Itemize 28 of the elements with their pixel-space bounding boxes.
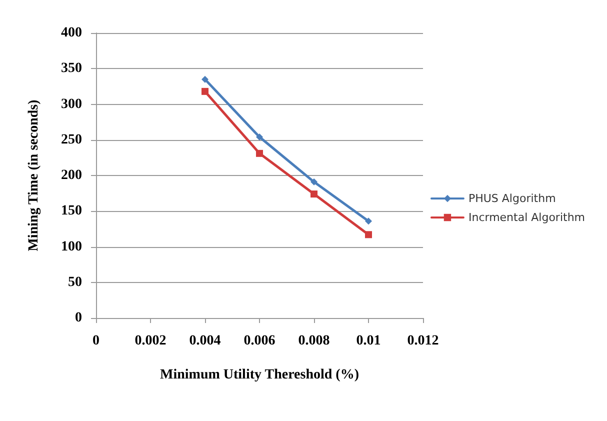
y-tick-label: 200	[61, 168, 82, 183]
point	[202, 76, 208, 83]
y-tick-label: 250	[61, 132, 82, 148]
y-tick-label: 150	[61, 204, 82, 219]
x-tick-label: 0.004	[189, 334, 221, 348]
legend-label: PHUS Algorithm	[468, 192, 556, 205]
x-tick-label: 0.008	[298, 334, 330, 348]
y-tick-label: 50	[68, 274, 82, 290]
point	[365, 231, 372, 238]
x-tick-label: 0.01	[356, 334, 381, 348]
y-tick-label: 400	[61, 26, 82, 40]
y-tick-label: 350	[61, 61, 82, 76]
point	[310, 178, 318, 186]
point	[256, 150, 263, 157]
x-tick-label: 0.012	[407, 334, 439, 348]
x-tick-label: 0	[92, 334, 100, 348]
legend-label: Incrmental Algorithm	[468, 211, 586, 224]
y-tick-label: 0	[75, 310, 82, 326]
point	[256, 134, 263, 141]
y-axis-title: Mining Time (in seconds)	[26, 99, 42, 252]
point	[365, 218, 372, 225]
y-tick-label: 300	[61, 96, 82, 112]
x-tick-label: 0.006	[244, 334, 276, 348]
x-tick-label: 0.002	[134, 334, 166, 348]
point	[202, 88, 208, 95]
x-axis-title: Minimum Utility Thereshold (%)	[160, 368, 360, 382]
point	[310, 190, 318, 198]
y-tick-label: 100	[61, 239, 82, 254]
